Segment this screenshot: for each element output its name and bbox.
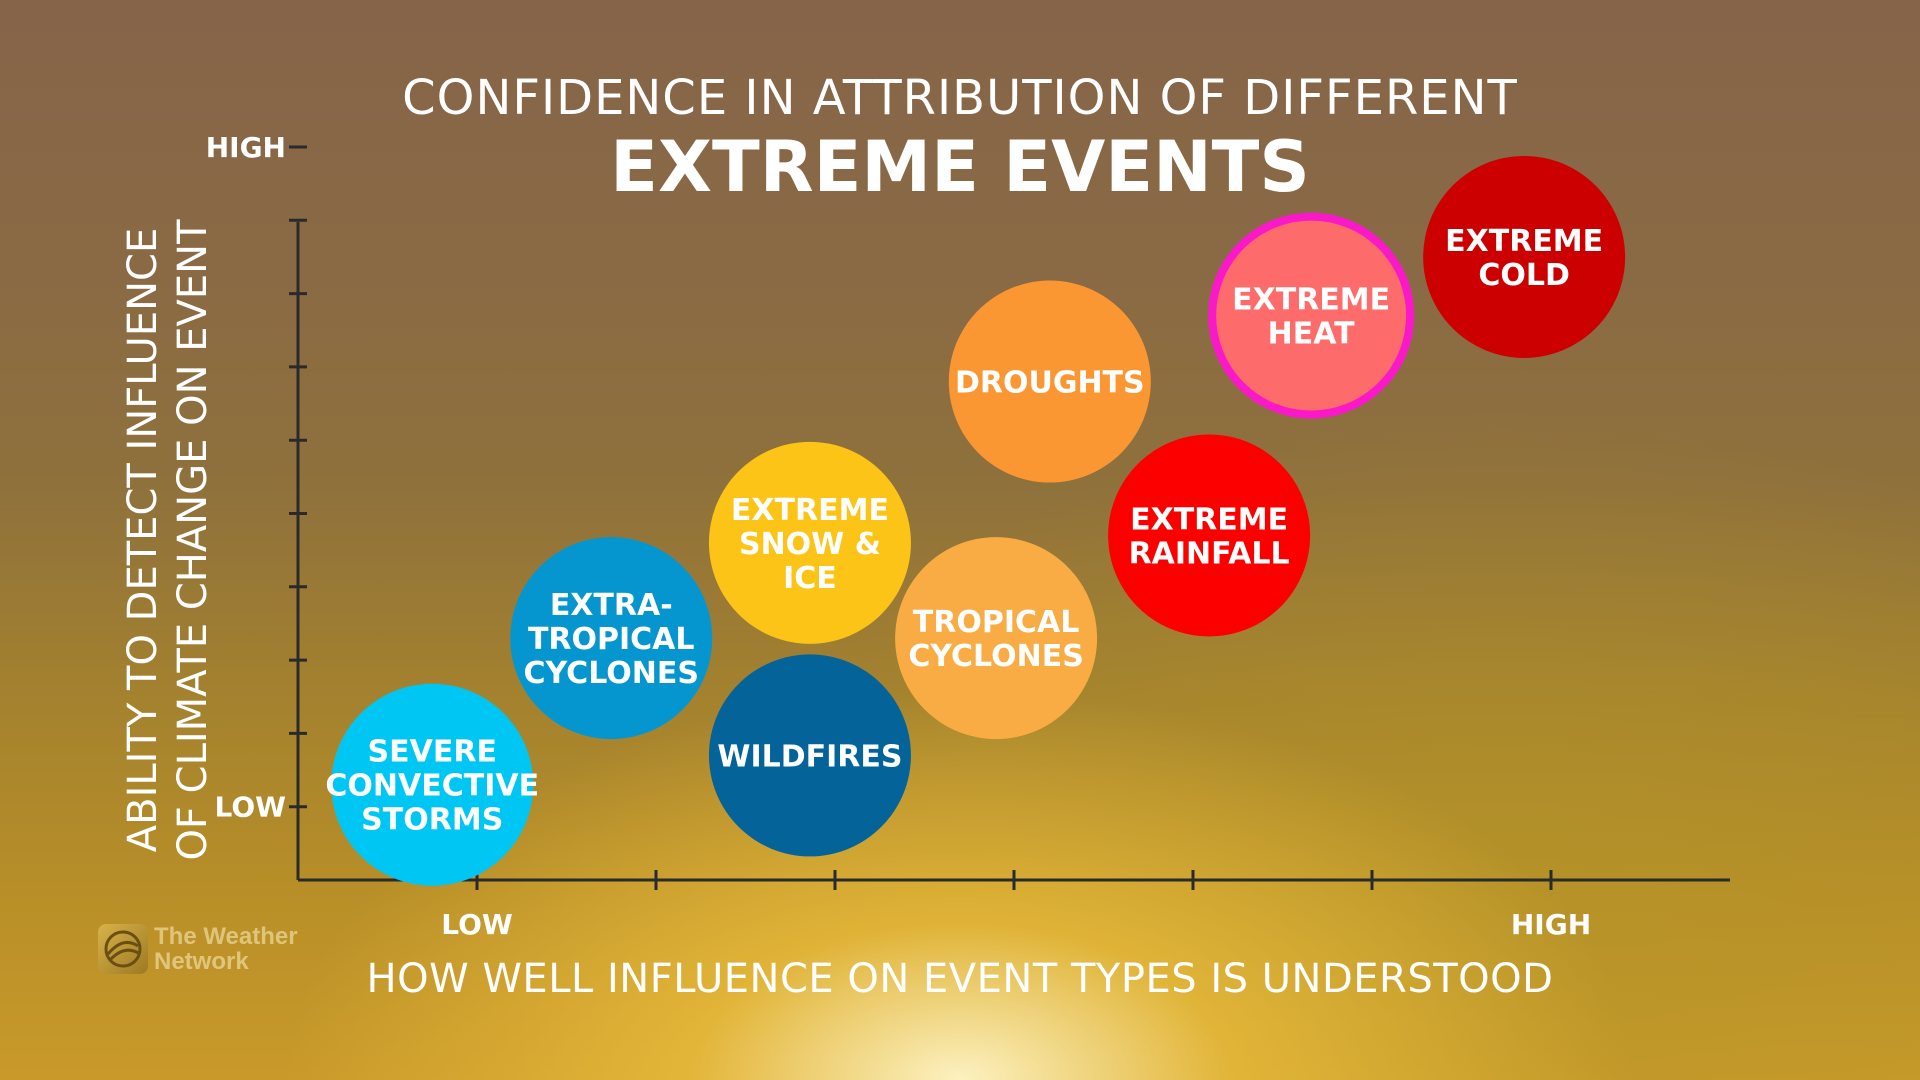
x-tick-label: HIGH [1511, 908, 1591, 941]
bubble-label: EXTREME [731, 493, 889, 528]
bubble-label: CYCLONES [908, 639, 1083, 674]
bubble-extreme-cold [1423, 155, 1626, 358]
bubble-label: CONVECTIVE [325, 769, 539, 804]
bubble-label: HEAT [1268, 317, 1355, 352]
bubble-label: RAINFALL [1129, 536, 1290, 571]
globe-icon [98, 924, 148, 974]
weather-network-logo: The Weather Network [98, 924, 318, 976]
bubble-extreme-rainfall [1108, 434, 1311, 637]
bubble-label: STORMS [361, 803, 503, 838]
bubble-label: WILDFIRES [717, 739, 902, 774]
y-axis-label-line1: ABILITY TO DETECT INFLUENCE [120, 227, 166, 853]
x-tick-label: LOW [441, 908, 513, 941]
bubble-label: EXTREME [1130, 502, 1288, 537]
bubble-label: EXTRA- [550, 588, 673, 623]
bubble-label: SEVERE [368, 735, 497, 770]
bubble-label: EXTREME [1232, 283, 1390, 318]
bubble-label: DROUGHTS [955, 366, 1145, 401]
bubble-label: TROPICAL [528, 622, 695, 657]
logo-text-line1: The Weather [154, 923, 298, 950]
bubble-extreme-snow-ice [708, 441, 911, 644]
bubble-wildfires [708, 654, 911, 857]
chart-title-line2: EXTREME EVENTS [610, 126, 1310, 208]
bubble-tropical-cyclones [895, 537, 1098, 740]
bubble-droughts [948, 280, 1151, 483]
bubble-label: COLD [1478, 258, 1570, 293]
bubble-label: SNOW & [739, 527, 881, 562]
bubble-label: ICE [783, 561, 837, 596]
bubble-label: EXTREME [1445, 224, 1603, 259]
y-tick-label: LOW [214, 791, 286, 824]
logo-text-line2: Network [154, 948, 249, 975]
y-tick-label: HIGH [206, 131, 286, 164]
bubble-label: CYCLONES [524, 656, 699, 691]
bubble-extreme-heat [1208, 212, 1415, 419]
bubble-severe-convective-storms [331, 683, 534, 886]
bubble-extra-tropical-cyclones [510, 537, 713, 740]
y-axis-label-line2: OF CLIMATE CHANGE ON EVENT [170, 219, 216, 861]
bubble-label: TROPICAL [913, 605, 1080, 640]
chart-title-line1: CONFIDENCE IN ATTRIBUTION OF DIFFERENT [402, 70, 1518, 126]
x-axis-label: HOW WELL INFLUENCE ON EVENT TYPES IS UND… [366, 956, 1554, 1002]
